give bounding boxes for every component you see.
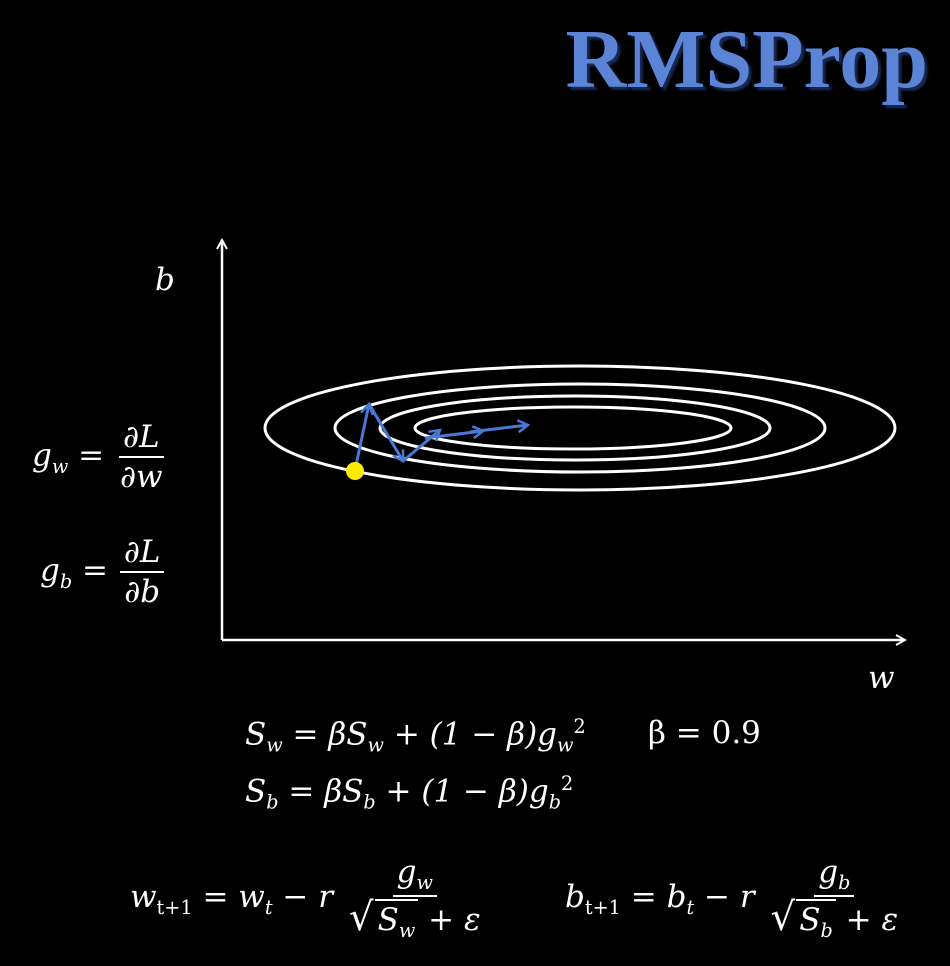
gradient-gb: gb = ∂L ∂b	[40, 535, 166, 609]
path-step-3	[402, 430, 440, 463]
b-update-rule: bt+1 = bt − r gb √ Sb + ε	[565, 854, 899, 943]
contour-outer	[263, 364, 897, 492]
sb-update: Sb = βSb + (1 − β)gb2	[245, 772, 574, 814]
contour-2	[333, 382, 827, 474]
gradient-gw: gw = ∂L ∂w	[32, 419, 164, 496]
w-update-rule: wt+1 = wt − r gw √ Sw + ε	[130, 854, 481, 943]
optimization-path	[353, 403, 528, 471]
contour-3	[378, 394, 772, 462]
path-step-2	[367, 403, 405, 461]
start-point	[346, 462, 364, 480]
slide-title: RMSProp	[565, 13, 928, 106]
sw-update: Sw = βSw + (1 − β)gw2	[245, 715, 586, 757]
path-step-5	[469, 425, 528, 434]
contour-inner	[413, 405, 733, 451]
y-axis-label: b	[155, 262, 175, 298]
beta-value: β = 0.9	[648, 715, 761, 751]
path-step-1	[353, 404, 369, 471]
x-axis-label: w	[868, 660, 895, 696]
